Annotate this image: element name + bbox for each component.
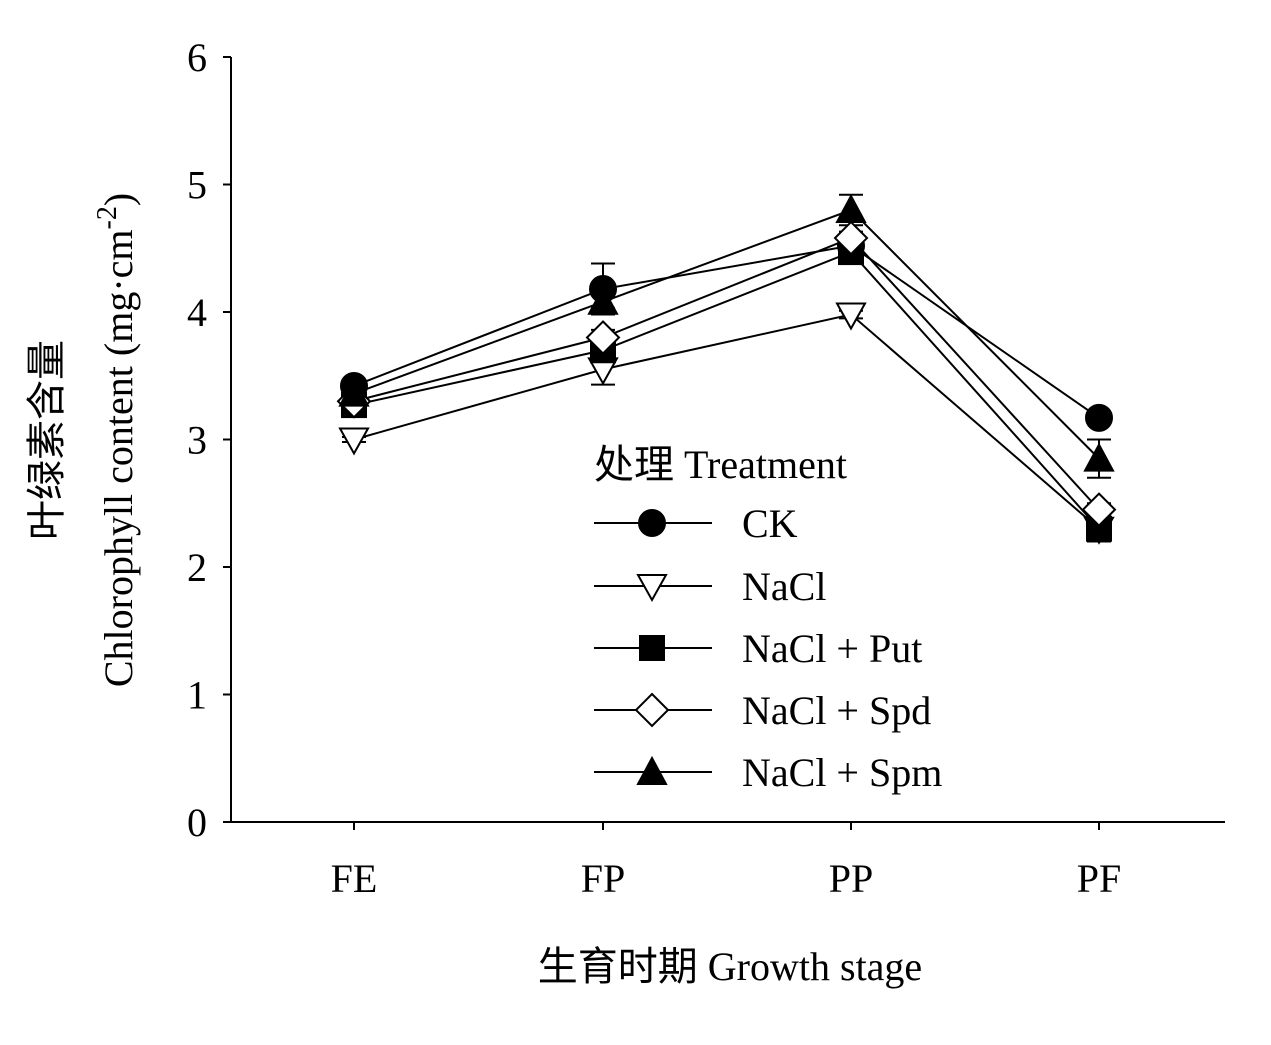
x-tick-label: FE bbox=[331, 856, 378, 901]
data-point bbox=[338, 377, 370, 407]
y-tick-labels: 0 1 2 3 4 5 6 bbox=[187, 35, 207, 845]
series-line bbox=[353, 236, 1100, 511]
data-point bbox=[835, 302, 867, 331]
data-point bbox=[338, 427, 370, 456]
data-point bbox=[585, 320, 621, 355]
data-point bbox=[587, 285, 619, 315]
series-line bbox=[353, 208, 1100, 460]
legend-marker bbox=[634, 692, 670, 728]
legend: 处理 Treatment CK NaCl NaCl + Put NaCl + Spd N… bbox=[594, 442, 942, 795]
x-tick-label: PF bbox=[1077, 856, 1122, 901]
y-axis-label-close: ) bbox=[96, 193, 141, 206]
y-tick-label: 6 bbox=[187, 35, 207, 80]
y-axis-title-en: Chlorophyll content (mg·cm-2) bbox=[92, 193, 141, 687]
y-tick-label: 1 bbox=[187, 673, 207, 718]
legend-item: NaCl + Put bbox=[594, 626, 922, 671]
legend-item: NaCl + Spd bbox=[594, 688, 931, 733]
legend-label: CK bbox=[742, 501, 798, 546]
y-tick-label: 0 bbox=[187, 800, 207, 845]
legend-marker bbox=[636, 574, 668, 603]
data-point bbox=[1081, 492, 1117, 528]
legend-item: CK bbox=[594, 501, 798, 546]
svg-text:Chlorophyll content (mg·cm-2): Chlorophyll content (mg·cm-2) bbox=[92, 193, 141, 687]
legend-marker bbox=[636, 755, 668, 785]
x-axis-title: 生育时期 Growth stage bbox=[538, 944, 922, 989]
x-tick-label: PP bbox=[829, 856, 874, 901]
legend-item: NaCl + Spm bbox=[594, 750, 942, 795]
legend-label: NaCl + Spm bbox=[742, 750, 942, 795]
series-lines bbox=[353, 208, 1100, 530]
legend-marker bbox=[639, 635, 665, 661]
y-tick-label: 5 bbox=[187, 163, 207, 208]
legend-label: NaCl + Spd bbox=[742, 688, 931, 733]
series-line bbox=[353, 250, 1100, 530]
axes bbox=[223, 56, 1225, 830]
data-point bbox=[833, 220, 869, 256]
x-tick-label: FP bbox=[581, 856, 626, 901]
y-tick-label: 4 bbox=[187, 290, 207, 335]
y-tick-label: 2 bbox=[187, 545, 207, 590]
legend-items: CK NaCl NaCl + Put NaCl + Spd NaCl + Spm bbox=[594, 501, 942, 795]
legend-item: NaCl bbox=[594, 564, 826, 609]
data-point bbox=[835, 193, 867, 223]
y-axis-label-unit-sup: -2 bbox=[92, 206, 123, 229]
legend-title: 处理 Treatment bbox=[594, 442, 847, 487]
y-tick-label: 3 bbox=[187, 418, 207, 463]
y-axis-title: 叶绿素含量 bbox=[24, 340, 69, 540]
y-axis-label-en: Chlorophyll content (mg·cm bbox=[96, 229, 141, 687]
data-point bbox=[1085, 403, 1113, 432]
legend-marker bbox=[638, 509, 666, 537]
legend-label: NaCl bbox=[742, 564, 826, 609]
series-line bbox=[353, 313, 1100, 530]
x-tick-labels: FE FP PP PF bbox=[331, 856, 1122, 901]
series-line bbox=[353, 244, 1100, 419]
legend-label: NaCl + Put bbox=[742, 626, 922, 671]
y-axis-label-cn: 叶绿素含量 bbox=[24, 340, 69, 540]
data-markers bbox=[336, 193, 1117, 545]
data-point bbox=[1083, 442, 1115, 472]
error-bars bbox=[342, 193, 1111, 543]
